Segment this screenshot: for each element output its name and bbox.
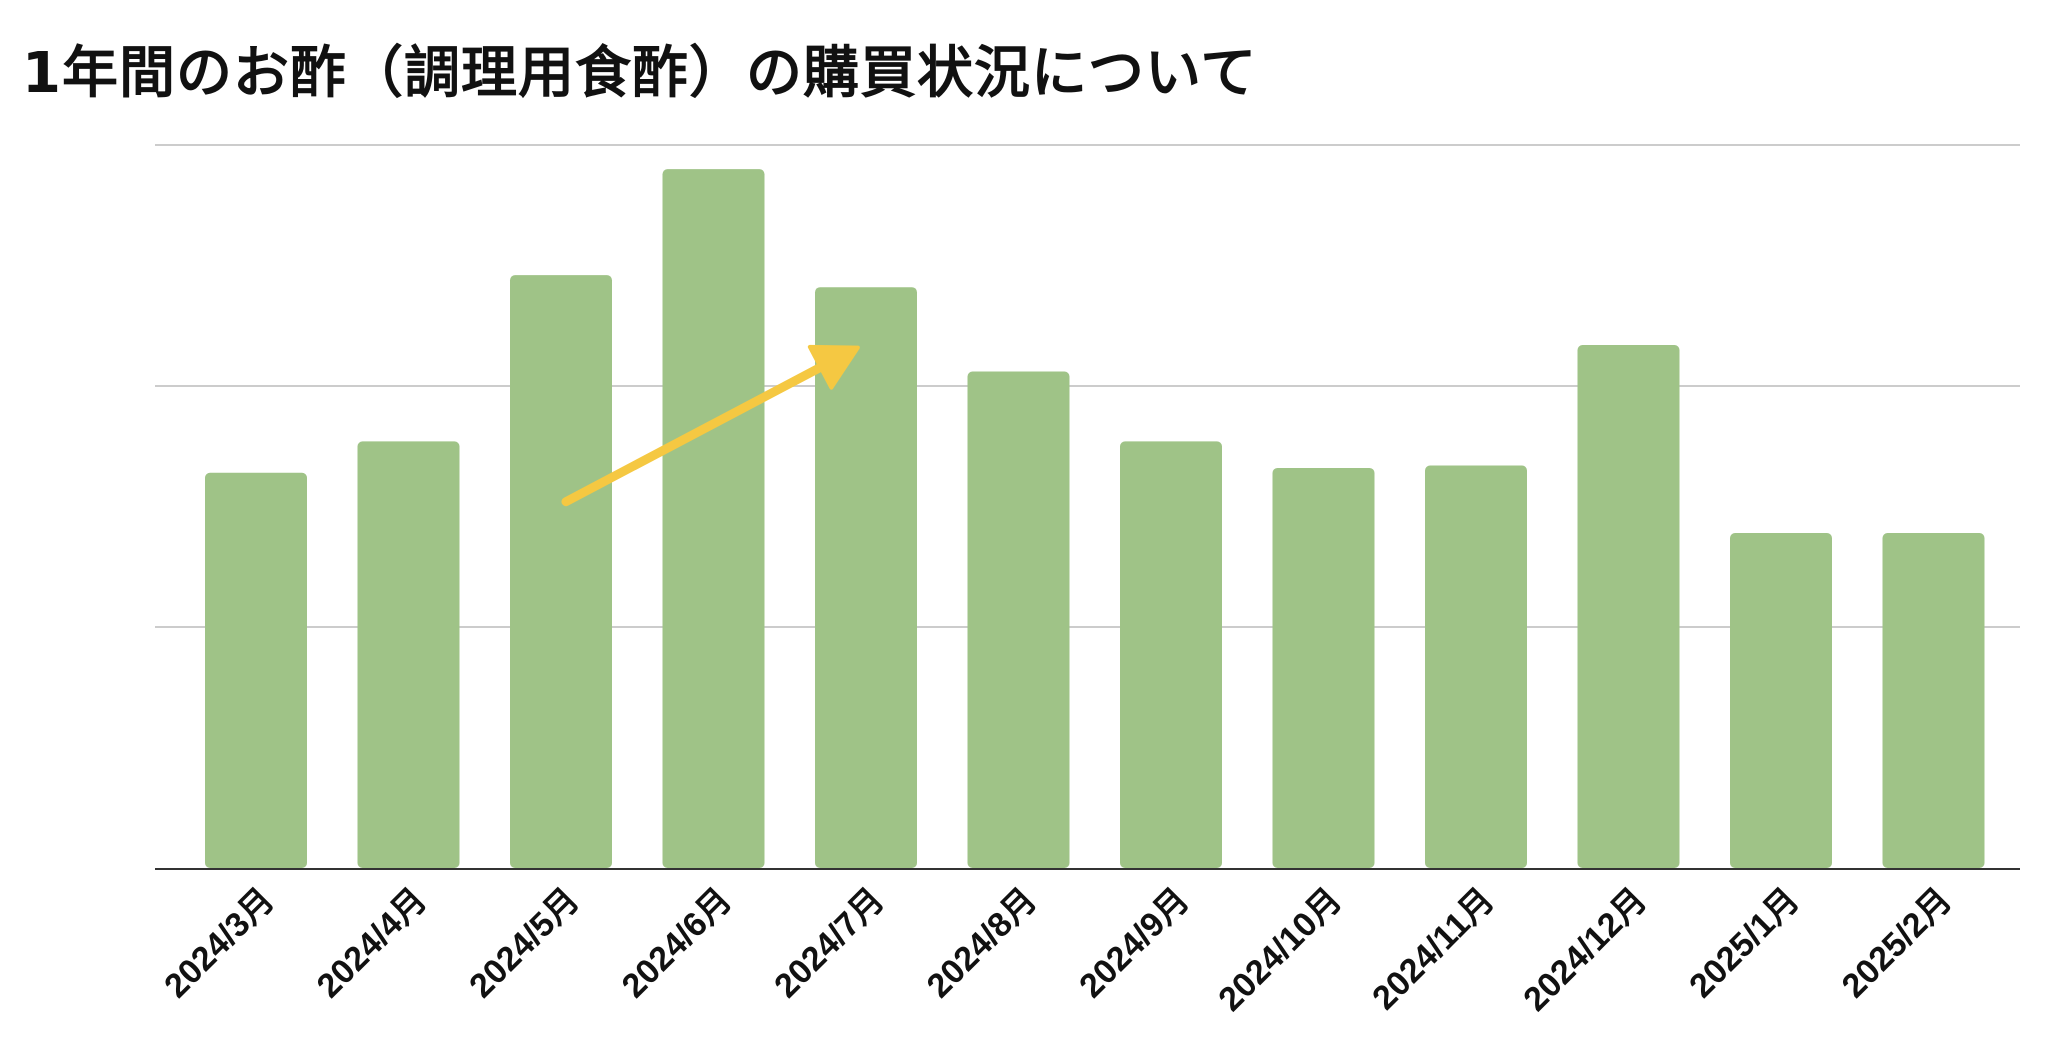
x-tick-label: 2024/7月 — [767, 881, 891, 1005]
x-tick-label: 2025/1月 — [1682, 881, 1806, 1005]
x-tick-label: 2024/8月 — [920, 881, 1044, 1005]
bar — [357, 441, 460, 868]
bar — [1425, 465, 1527, 868]
x-tick-labels: 2024/3月 2024/4月 2024/5月 2024/6月 2024/7月 2024/… — [157, 881, 1959, 1019]
arrow-annotation — [561, 344, 860, 507]
bar — [1120, 441, 1222, 868]
bar — [1730, 533, 1832, 868]
x-tick-label: 2024/12月 — [1516, 881, 1654, 1019]
bar — [662, 169, 765, 869]
x-tick-label: 2024/6月 — [615, 881, 739, 1005]
x-tick-label: 2025/2月 — [1835, 881, 1959, 1005]
bar — [1272, 467, 1375, 868]
x-tick-label: 2024/5月 — [462, 881, 586, 1005]
arrow-shaft — [561, 347, 854, 507]
bar — [1882, 533, 1985, 868]
bar — [815, 287, 917, 868]
x-tick-label: 2024/11月 — [1365, 881, 1501, 1017]
gridlines — [155, 144, 2020, 628]
bar — [510, 275, 612, 868]
bar — [205, 472, 307, 868]
bars — [205, 169, 1985, 869]
x-tick-label: 2024/4月 — [310, 881, 434, 1005]
arrow-head — [807, 344, 860, 390]
bar — [1577, 345, 1680, 868]
x-tick-label: 2024/10月 — [1211, 881, 1349, 1019]
x-tick-label: 2024/3月 — [157, 881, 281, 1005]
chart-title: 1年間のお酢（調理用食酢）の購買状況について — [22, 41, 1258, 106]
x-tick-label: 2024/9月 — [1072, 881, 1196, 1005]
bar — [967, 371, 1070, 868]
